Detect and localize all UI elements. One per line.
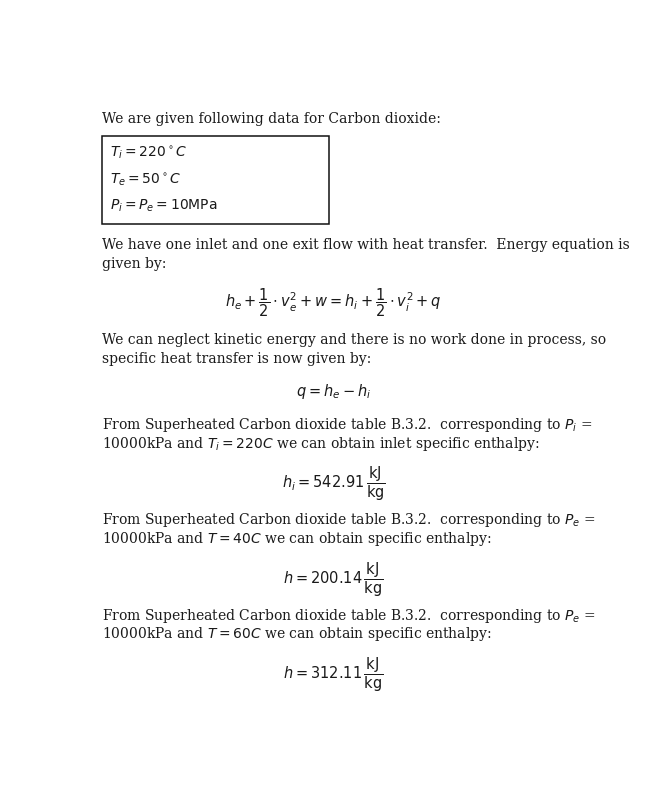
Text: given by:: given by: bbox=[102, 257, 166, 270]
Text: From Superheated Carbon dioxide table B.3.2.  corresponding to $P_e$ =: From Superheated Carbon dioxide table B.… bbox=[102, 511, 595, 530]
Text: 10000kPa and $T = 60C$ we can obtain specific enthalpy:: 10000kPa and $T = 60C$ we can obtain spe… bbox=[102, 626, 491, 644]
Text: From Superheated Carbon dioxide table B.3.2.  corresponding to $P_e$ =: From Superheated Carbon dioxide table B.… bbox=[102, 607, 595, 625]
Text: $T_i = 220^\circ C$: $T_i = 220^\circ C$ bbox=[109, 144, 187, 162]
Text: We can neglect kinetic energy and there is no work done in process, so: We can neglect kinetic energy and there … bbox=[102, 333, 605, 347]
Text: $q = h_e - h_i$: $q = h_e - h_i$ bbox=[296, 381, 371, 400]
Text: $h = 200.14\,\dfrac{\mathrm{kJ}}{\mathrm{kg}}$: $h = 200.14\,\dfrac{\mathrm{kJ}}{\mathrm… bbox=[283, 560, 384, 599]
Text: $h = 312.11\,\dfrac{\mathrm{kJ}}{\mathrm{kg}}$: $h = 312.11\,\dfrac{\mathrm{kJ}}{\mathrm… bbox=[283, 655, 384, 693]
Text: $h_i = 542.91\,\dfrac{\mathrm{kJ}}{\mathrm{kg}}$: $h_i = 542.91\,\dfrac{\mathrm{kJ}}{\math… bbox=[282, 465, 385, 504]
Text: $h_e + \dfrac{1}{2} \cdot v_e^2 + w = h_i + \dfrac{1}{2} \cdot v_i^2 + q$: $h_e + \dfrac{1}{2} \cdot v_e^2 + w = h_… bbox=[225, 286, 442, 319]
FancyBboxPatch shape bbox=[102, 136, 329, 225]
Text: We have one inlet and one exit flow with heat transfer.  Energy equation is: We have one inlet and one exit flow with… bbox=[102, 238, 630, 251]
Text: 10000kPa and $T_i = 220C$ we can obtain inlet specific enthalpy:: 10000kPa and $T_i = 220C$ we can obtain … bbox=[102, 435, 539, 453]
Text: $P_i = P_e = 10\mathrm{MPa}$: $P_i = P_e = 10\mathrm{MPa}$ bbox=[109, 198, 217, 214]
Text: $T_e = 50^\circ C$: $T_e = 50^\circ C$ bbox=[109, 171, 181, 188]
Text: 10000kPa and $T = 40C$ we can obtain specific enthalpy:: 10000kPa and $T = 40C$ we can obtain spe… bbox=[102, 530, 491, 548]
Text: From Superheated Carbon dioxide table B.3.2.  corresponding to $P_i$ =: From Superheated Carbon dioxide table B.… bbox=[102, 416, 592, 434]
Text: specific heat transfer is now given by:: specific heat transfer is now given by: bbox=[102, 351, 371, 366]
Text: We are given following data for Carbon dioxide:: We are given following data for Carbon d… bbox=[102, 112, 441, 125]
